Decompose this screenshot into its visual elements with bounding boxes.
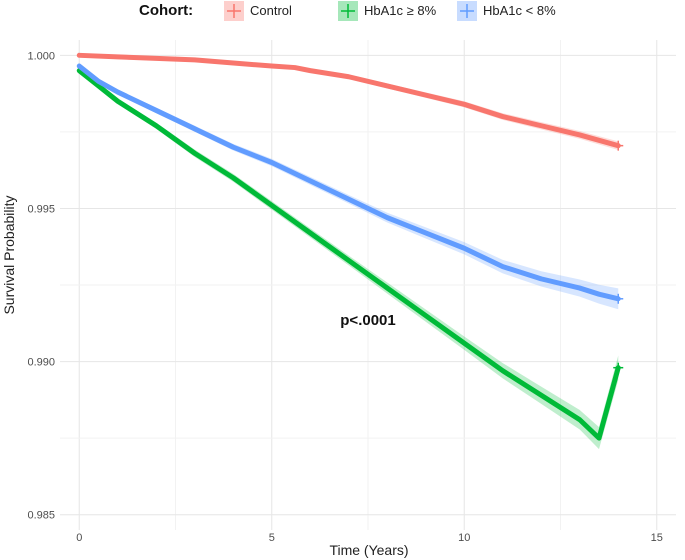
series-end-marker-1 [613,362,624,373]
legend-item-0: Control [224,1,292,21]
legend-title: Cohort: [139,2,193,19]
y-axis-title: Survival Probability [1,195,17,314]
legend-label: Control [250,3,292,18]
legend-label: HbA1c < 8% [483,3,556,18]
series-end-marker-2 [613,293,624,304]
series-line-1 [76,68,621,441]
series-end-marker-0 [613,140,624,151]
p-value-annotation: p<.0001 [340,312,395,329]
legend-item-2: HbA1c < 8% [457,1,556,21]
x-tick-label: 10 [458,532,470,544]
legend-item-1: HbA1c ≥ 8% [338,1,437,21]
tick-labels: 0 5 10 15 0.985 0.990 0.995 1.000 [27,50,662,544]
x-tick-label: 0 [76,532,82,544]
x-tick-label: 15 [651,532,663,544]
ci-band-2 [79,64,619,310]
y-tick-label: 0.990 [27,357,55,369]
y-tick-label: 0.995 [27,203,55,215]
ci-band-0 [79,55,619,150]
y-tick-label: 0.985 [27,510,55,522]
series-lines [76,52,621,441]
x-tick-label: 5 [269,532,275,544]
series-end-marks [613,140,624,373]
series-line-0 [76,52,621,149]
legend-label: HbA1c ≥ 8% [364,3,437,18]
legend: Cohort: Control HbA1c ≥ 8% HbA1c < 8% [139,1,556,21]
x-axis-title: Time (Years) [329,542,408,558]
legend-items: Control HbA1c ≥ 8% HbA1c < 8% [224,1,556,21]
annotations: p<.0001 [340,312,395,329]
y-tick-label: 1.000 [27,50,55,62]
series-line-2 [76,63,621,302]
